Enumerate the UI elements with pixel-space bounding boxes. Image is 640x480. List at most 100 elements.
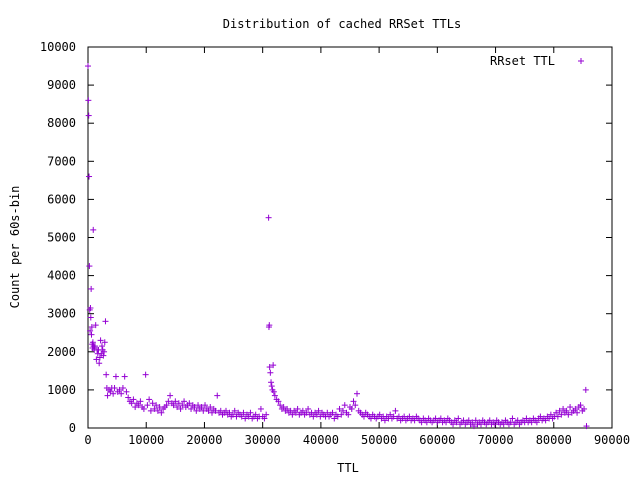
data-point [125,394,132,401]
data-point [395,413,402,420]
data-point [500,421,507,428]
data-point [245,413,252,420]
data-point [313,411,320,418]
data-point [96,354,103,361]
data-point [331,415,338,422]
y-tick-label: 5000 [47,231,76,245]
data-point [507,419,514,426]
data-point [491,421,498,428]
data-point [118,390,125,397]
data-point [558,411,565,418]
data-point [112,373,119,380]
data-point [310,413,317,420]
data-point [89,339,96,346]
data-point [165,398,172,405]
y-axis-label: Count per 60s-bin [8,186,22,309]
data-point [85,97,92,104]
data-point [101,348,108,355]
data-point [528,419,535,426]
data-point [156,404,163,411]
data-point [465,417,472,424]
data-point [128,400,135,407]
data-point [154,407,161,414]
data-point [132,404,139,411]
data-point [450,421,457,428]
data-point [565,411,572,418]
y-tick-label: 7000 [47,154,76,168]
data-point [103,371,110,378]
x-tick-label: 70000 [477,433,513,447]
data-point [340,407,347,414]
data-point [292,409,299,416]
data-point [582,386,589,393]
data-point [303,409,310,416]
data-point [275,398,282,405]
data-point [315,407,322,414]
x-axis-label: TTL [337,461,359,475]
data-point [401,413,408,420]
data-point [567,404,574,411]
x-tick-label: 10000 [128,433,164,447]
data-point [172,398,179,405]
data-point [88,285,95,292]
data-point [87,314,94,321]
data-point [390,413,397,420]
data-point [267,369,274,376]
data-point [514,417,521,424]
data-point [266,364,273,371]
data-point [167,392,174,399]
data-point [554,413,561,420]
data-point [144,402,151,409]
data-point [537,413,544,420]
data-point [352,402,359,409]
data-point [91,343,98,350]
data-point [478,421,484,428]
data-point [123,388,130,395]
data-point [329,409,336,416]
data-point [423,419,430,426]
data-point [217,407,224,414]
y-tick-label: 8000 [47,116,76,130]
data-point [229,411,236,418]
data-point [158,409,165,416]
legend-marker [578,58,584,64]
data-point [542,417,549,424]
data-point [191,404,198,411]
data-point [212,407,219,414]
data-point [381,417,388,424]
data-point [226,409,233,416]
data-point [443,419,450,426]
data-point [486,417,493,424]
y-tick-label: 2000 [47,345,76,359]
data-point [437,415,444,422]
legend-marker-symbol [578,58,584,64]
data-point [179,402,186,409]
data-point [299,407,306,414]
data-point [238,413,245,420]
data-point [207,404,214,411]
data-point [266,322,273,329]
data-point [175,400,182,407]
data-point [574,409,581,416]
data-point [193,407,200,414]
data-point [360,413,367,420]
data-point [93,356,100,363]
x-tick-label: 40000 [303,433,339,447]
data-point [86,173,93,180]
data-point [350,398,357,405]
data-point [233,413,240,420]
data-point [231,407,238,414]
data-point [469,419,476,426]
data-point [177,405,184,412]
data-point [509,415,516,422]
x-tick-label: 50000 [361,433,397,447]
data-point [214,392,221,399]
data-point [387,411,394,418]
x-tick-label: 60000 [419,433,455,447]
data-point [367,415,374,422]
data-point [130,396,137,403]
x-tick-label: 30000 [245,433,281,447]
data-point [268,383,275,390]
data-point [195,402,202,409]
